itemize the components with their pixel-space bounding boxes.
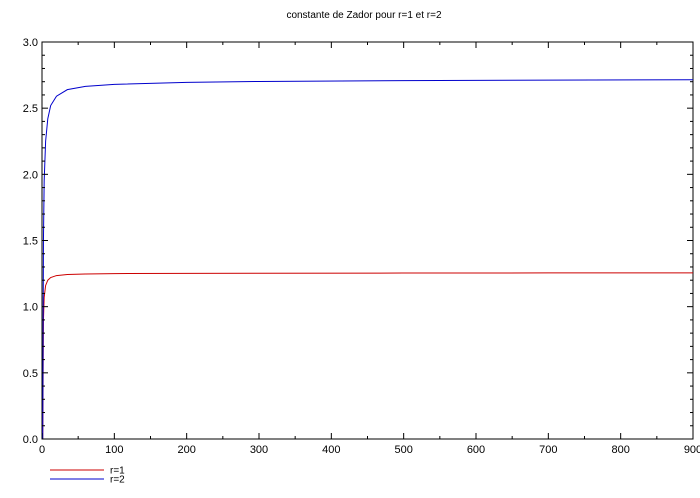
x-tick-label: 300 bbox=[250, 444, 268, 456]
x-tick-label: 800 bbox=[611, 444, 629, 456]
legend-label-1: r=1 bbox=[110, 466, 125, 477]
y-tick-label: 1.5 bbox=[23, 236, 38, 248]
x-tick-label: 400 bbox=[322, 444, 340, 456]
axis-layer: 0 100 200 300 400 500 600 700 800 900 0.0 0.5 1.0 1.5… bbox=[23, 37, 700, 456]
plot-frame bbox=[41, 41, 694, 440]
y-tick-label: 1.0 bbox=[23, 302, 38, 314]
y-tick-label: 0.0 bbox=[23, 434, 38, 446]
legend-label-2: r=2 bbox=[110, 475, 125, 486]
y-tick-label: 3.0 bbox=[23, 37, 38, 49]
legend: r=1r=2 bbox=[50, 466, 125, 486]
y-tick-label: 0.5 bbox=[23, 368, 38, 380]
x-tick-label: 500 bbox=[394, 444, 412, 456]
x-tick-label: 900 bbox=[684, 444, 700, 456]
chart-title: constante de Zador pour r=1 et r=2 bbox=[286, 10, 442, 21]
x-tick-label: 600 bbox=[467, 444, 485, 456]
series-layer bbox=[42, 79, 694, 440]
x-tick-label: 200 bbox=[177, 444, 195, 456]
x-tick-label: 700 bbox=[539, 444, 557, 456]
series-line-2 bbox=[42, 79, 694, 440]
x-tick-label: 0 bbox=[39, 444, 45, 456]
series-line-1 bbox=[42, 272, 693, 440]
y-tick-label: 2.5 bbox=[23, 103, 38, 115]
x-tick-label: 100 bbox=[105, 444, 123, 456]
y-tick-label: 2.0 bbox=[23, 169, 38, 181]
